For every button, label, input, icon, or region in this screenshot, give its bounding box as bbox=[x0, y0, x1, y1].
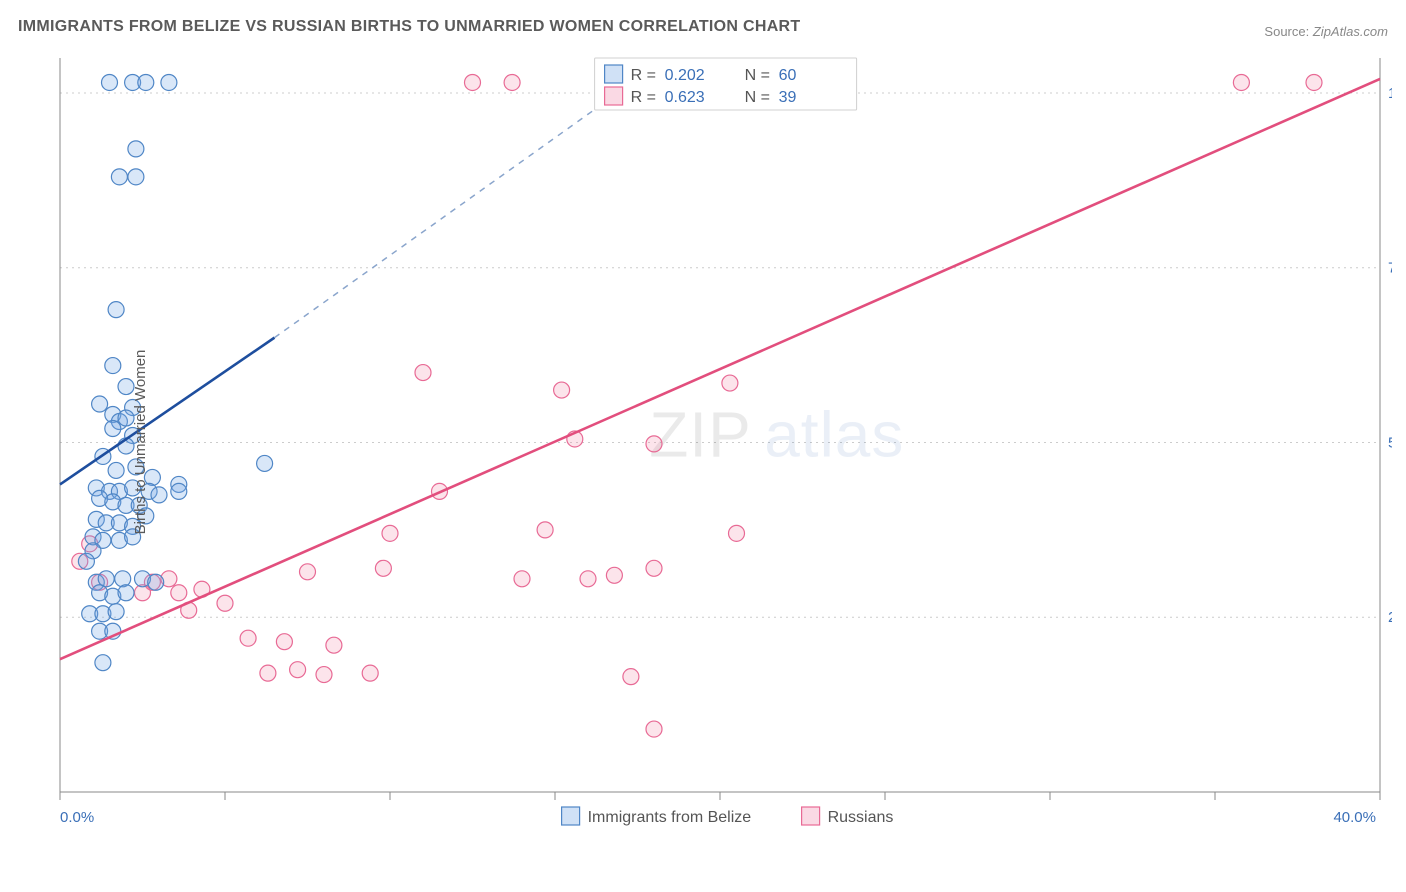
data-point bbox=[646, 560, 662, 576]
chart-container: Births to Unmarried Women 25.0% 50.0% 75.0… bbox=[42, 52, 1392, 832]
legend-n-label: N = bbox=[745, 89, 770, 106]
legend-r-label: R = bbox=[631, 89, 656, 106]
legend-n-label: N = bbox=[745, 67, 770, 84]
data-point bbox=[95, 655, 111, 671]
legend-swatch-pink bbox=[802, 807, 820, 825]
data-point bbox=[415, 365, 431, 381]
data-point bbox=[151, 487, 167, 503]
trend-line-pink bbox=[60, 79, 1380, 659]
data-point bbox=[78, 553, 94, 569]
data-point bbox=[646, 721, 662, 737]
data-point bbox=[580, 571, 596, 587]
data-point bbox=[128, 169, 144, 185]
data-point bbox=[105, 358, 121, 374]
data-point bbox=[138, 74, 154, 90]
data-point bbox=[108, 604, 124, 620]
data-point bbox=[217, 595, 233, 611]
legend-r-value: 0.623 bbox=[665, 89, 705, 106]
scatter-chart: 25.0% 50.0% 75.0% 100.0% 0.0% 40.0% ZIPatlas R … bbox=[42, 52, 1392, 832]
data-point bbox=[729, 525, 745, 541]
data-point bbox=[118, 585, 134, 601]
legend-r-value: 0.202 bbox=[665, 67, 705, 84]
source-attribution: Source: ZipAtlas.com bbox=[1264, 24, 1388, 39]
x-tick-label: 40.0% bbox=[1333, 809, 1376, 826]
data-point bbox=[240, 630, 256, 646]
legend-swatch-pink bbox=[605, 87, 623, 105]
source-value: ZipAtlas.com bbox=[1313, 24, 1388, 39]
data-point bbox=[1306, 74, 1322, 90]
legend-series-label: Russians bbox=[828, 809, 894, 826]
legend-swatch-blue bbox=[605, 65, 623, 83]
y-tick-label: 75.0% bbox=[1388, 260, 1392, 277]
data-point bbox=[102, 74, 118, 90]
data-point bbox=[1233, 74, 1249, 90]
data-point bbox=[300, 564, 316, 580]
data-point bbox=[108, 302, 124, 318]
data-point bbox=[128, 141, 144, 157]
data-point bbox=[276, 634, 292, 650]
data-point bbox=[722, 375, 738, 391]
trend-line-blue bbox=[60, 338, 275, 485]
data-point bbox=[257, 455, 273, 471]
data-point bbox=[504, 74, 520, 90]
trend-line-blue-extrapolated bbox=[275, 79, 638, 338]
data-point bbox=[606, 567, 622, 583]
watermark: ZIP bbox=[649, 398, 752, 470]
data-point bbox=[92, 396, 108, 412]
data-point bbox=[646, 436, 662, 452]
data-point bbox=[290, 662, 306, 678]
data-point bbox=[108, 462, 124, 478]
data-point bbox=[171, 483, 187, 499]
data-point bbox=[465, 74, 481, 90]
data-point bbox=[623, 669, 639, 685]
data-point bbox=[514, 571, 530, 587]
data-point bbox=[161, 74, 177, 90]
data-point bbox=[115, 571, 131, 587]
data-point bbox=[316, 667, 332, 683]
data-point bbox=[362, 665, 378, 681]
data-point bbox=[554, 382, 570, 398]
data-point bbox=[326, 637, 342, 653]
x-tick-label: 0.0% bbox=[60, 809, 94, 826]
watermark: atlas bbox=[764, 398, 904, 470]
data-point bbox=[375, 560, 391, 576]
data-point bbox=[171, 585, 187, 601]
y-tick-label: 100.0% bbox=[1388, 85, 1392, 102]
y-tick-label: 50.0% bbox=[1388, 434, 1392, 451]
source-label: Source: bbox=[1264, 24, 1309, 39]
data-point bbox=[260, 665, 276, 681]
legend-series-label: Immigrants from Belize bbox=[588, 809, 752, 826]
legend-n-value: 60 bbox=[779, 67, 797, 84]
legend-n-value: 39 bbox=[779, 89, 797, 106]
y-axis-label: Births to Unmarried Women bbox=[132, 350, 149, 535]
legend-r-label: R = bbox=[631, 67, 656, 84]
data-point bbox=[537, 522, 553, 538]
data-point bbox=[111, 169, 127, 185]
page-title: IMMIGRANTS FROM BELIZE VS RUSSIAN BIRTHS… bbox=[18, 18, 801, 36]
legend-swatch-blue bbox=[562, 807, 580, 825]
data-point bbox=[105, 420, 121, 436]
data-point bbox=[148, 574, 164, 590]
data-point bbox=[382, 525, 398, 541]
y-tick-label: 25.0% bbox=[1388, 609, 1392, 626]
